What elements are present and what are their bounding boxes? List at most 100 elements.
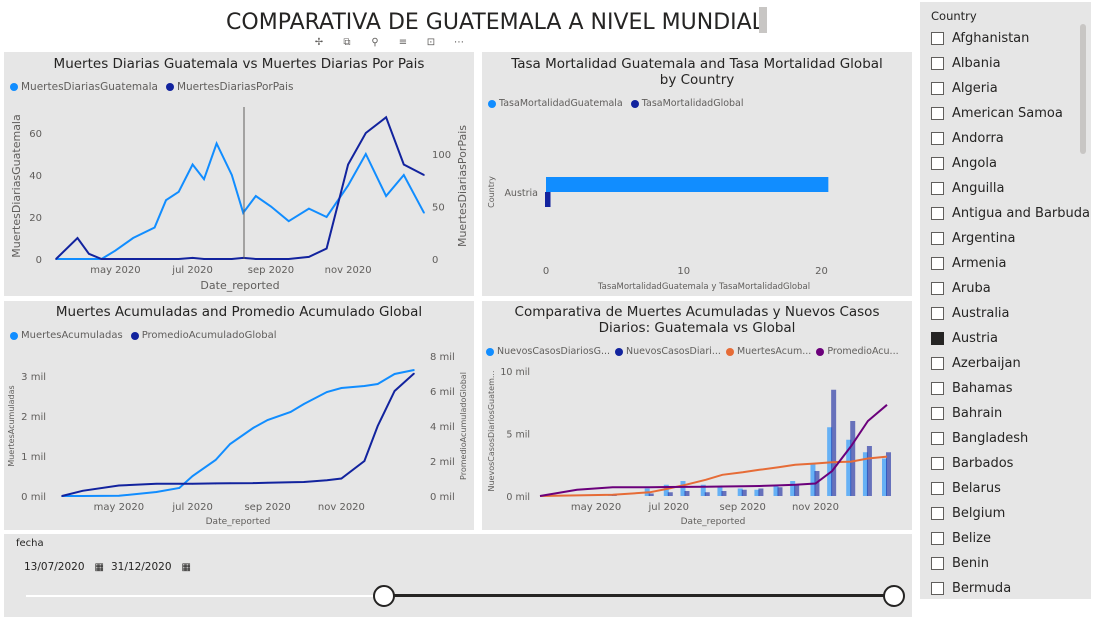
data-point: [88, 258, 90, 260]
slicer-item[interactable]: Antigua and Barbuda: [931, 201, 1090, 226]
checkbox[interactable]: [931, 157, 944, 170]
slicer-item[interactable]: Afghanistan: [931, 26, 1090, 51]
checkbox[interactable]: [931, 582, 944, 595]
slicer-item[interactable]: Belgium: [931, 501, 1090, 526]
data-point: [153, 226, 156, 229]
end-date-input[interactable]: 31/12/2020 ▦: [107, 556, 195, 578]
chart-mortality-rate[interactable]: Tasa Mortalidad Guatemala and Tasa Morta…: [482, 52, 912, 296]
legend-item[interactable]: MuertesAcum...: [725, 346, 811, 357]
legend-item[interactable]: MuertesDiariasGuatemala: [10, 81, 158, 93]
copy-icon[interactable]: ⧉: [343, 37, 351, 48]
slicer-item-label: Armenia: [952, 256, 1007, 271]
checkbox[interactable]: [931, 132, 944, 145]
checkbox[interactable]: [931, 407, 944, 420]
data-point: [376, 425, 379, 427]
chart-cumulative-deaths[interactable]: Muertes Acumuladas and Promedio Acumulad…: [4, 301, 474, 530]
slicer-item[interactable]: American Samoa: [931, 101, 1090, 126]
chart-comparison[interactable]: Comparativa de Muertes Acumuladas y Nuev…: [482, 301, 912, 530]
slicer-item[interactable]: Bahamas: [931, 376, 1090, 401]
slicer-item[interactable]: Bahrain: [931, 401, 1090, 426]
slicer-item[interactable]: Bangladesh: [931, 426, 1090, 451]
slicer-item[interactable]: Argentina: [931, 226, 1090, 251]
slicer-item[interactable]: Belize: [931, 526, 1090, 551]
legend-item[interactable]: TasaMortalidadGuatemala: [488, 98, 623, 109]
legend-item[interactable]: PromedioAcu...: [816, 346, 899, 357]
slicer-item[interactable]: Andorra: [931, 126, 1090, 151]
case-bar: [790, 481, 796, 496]
data-point: [76, 258, 79, 260]
legend-item[interactable]: PromedioAcumuladoGlobal: [130, 330, 277, 341]
checkbox[interactable]: [931, 557, 944, 570]
slicer-item[interactable]: Belarus: [931, 476, 1090, 501]
data-point: [423, 212, 425, 214]
slicer-item[interactable]: Benin: [931, 551, 1090, 576]
checkbox[interactable]: [931, 182, 944, 195]
slicer-item[interactable]: Azerbaijan: [931, 351, 1090, 376]
slicer-item[interactable]: Aruba: [931, 276, 1090, 301]
data-point: [308, 256, 310, 258]
pin-icon[interactable]: ✢: [314, 37, 324, 48]
data-point: [287, 258, 290, 260]
slicer-scrollbar[interactable]: [1080, 24, 1086, 154]
checkbox[interactable]: [931, 32, 944, 45]
data-point: [118, 495, 120, 497]
legend-item[interactable]: NuevosCasosDiariosG...: [486, 346, 610, 357]
checkbox[interactable]: [931, 507, 944, 520]
checkbox[interactable]: [931, 207, 944, 220]
checkbox[interactable]: [931, 307, 944, 320]
expand-icon[interactable]: ⊡: [426, 37, 436, 48]
filter-icon[interactable]: ⚲: [371, 37, 379, 48]
y-axis-label: NuevosCasosDiariosGuatem...: [487, 370, 496, 491]
data-point: [287, 220, 290, 222]
checkbox[interactable]: [931, 282, 944, 295]
checkbox[interactable]: [931, 332, 944, 345]
checkbox[interactable]: [931, 257, 944, 270]
slicer-item[interactable]: Austria: [931, 326, 1090, 351]
more-icon[interactable]: ⋯: [454, 37, 464, 48]
checkbox[interactable]: [931, 532, 944, 545]
x-tick-label: nov 2020: [318, 502, 365, 513]
checkbox[interactable]: [931, 382, 944, 395]
checkbox[interactable]: [931, 432, 944, 445]
y-tick-label: 0: [36, 255, 42, 266]
slicer-item[interactable]: Anguilla: [931, 176, 1090, 201]
slicer-item[interactable]: Angola: [931, 151, 1090, 176]
data-point: [385, 195, 387, 197]
checkbox[interactable]: [931, 232, 944, 245]
end-date-value: 31/12/2020: [111, 561, 172, 573]
checkbox[interactable]: [931, 482, 944, 495]
country-slicer: Country Afghanistan Albania Algeria America…: [920, 2, 1091, 599]
x-axis-label: Date_reported: [200, 279, 279, 292]
x-tick-label: sep 2020: [244, 502, 290, 513]
case-bar: [717, 487, 723, 496]
legend-item[interactable]: MuertesDiariasPorPais: [165, 81, 293, 93]
slicer-item[interactable]: Barbados: [931, 451, 1090, 476]
slicer-item[interactable]: Algeria: [931, 76, 1090, 101]
calendar-icon[interactable]: ▦: [181, 561, 191, 573]
date-slider-start-handle[interactable]: [373, 585, 395, 607]
calendar-icon[interactable]: ▦: [94, 561, 104, 573]
slicer-item[interactable]: Armenia: [931, 251, 1090, 276]
slicer-item[interactable]: Bermuda: [931, 576, 1090, 599]
data-point: [393, 390, 396, 392]
legend-item[interactable]: TasaMortalidadGlobal: [630, 98, 744, 109]
data-point: [340, 387, 343, 389]
checkbox[interactable]: [931, 107, 944, 120]
checkbox[interactable]: [931, 357, 944, 370]
slicer-item-label: Afghanistan: [952, 31, 1030, 46]
legend-item[interactable]: NuevosCasosDiari...: [615, 346, 721, 357]
slicer-item-label: Bermuda: [952, 581, 1012, 596]
start-date-input[interactable]: 13/07/2020 ▦: [20, 556, 108, 578]
focus-icon[interactable]: ≡: [398, 37, 408, 48]
checkbox[interactable]: [931, 457, 944, 470]
case-bar: [741, 489, 747, 496]
chart-daily-deaths[interactable]: Muertes Diarias Guatemala vs Muertes Dia…: [4, 52, 474, 296]
slicer-item[interactable]: Albania: [931, 51, 1090, 76]
date-slider-end-handle[interactable]: [883, 585, 905, 607]
checkbox[interactable]: [931, 82, 944, 95]
legend-item[interactable]: MuertesAcumuladas: [10, 330, 123, 341]
checkbox[interactable]: [931, 57, 944, 70]
x-tick-label: may 2020: [90, 265, 140, 276]
slicer-item[interactable]: Australia: [931, 301, 1090, 326]
